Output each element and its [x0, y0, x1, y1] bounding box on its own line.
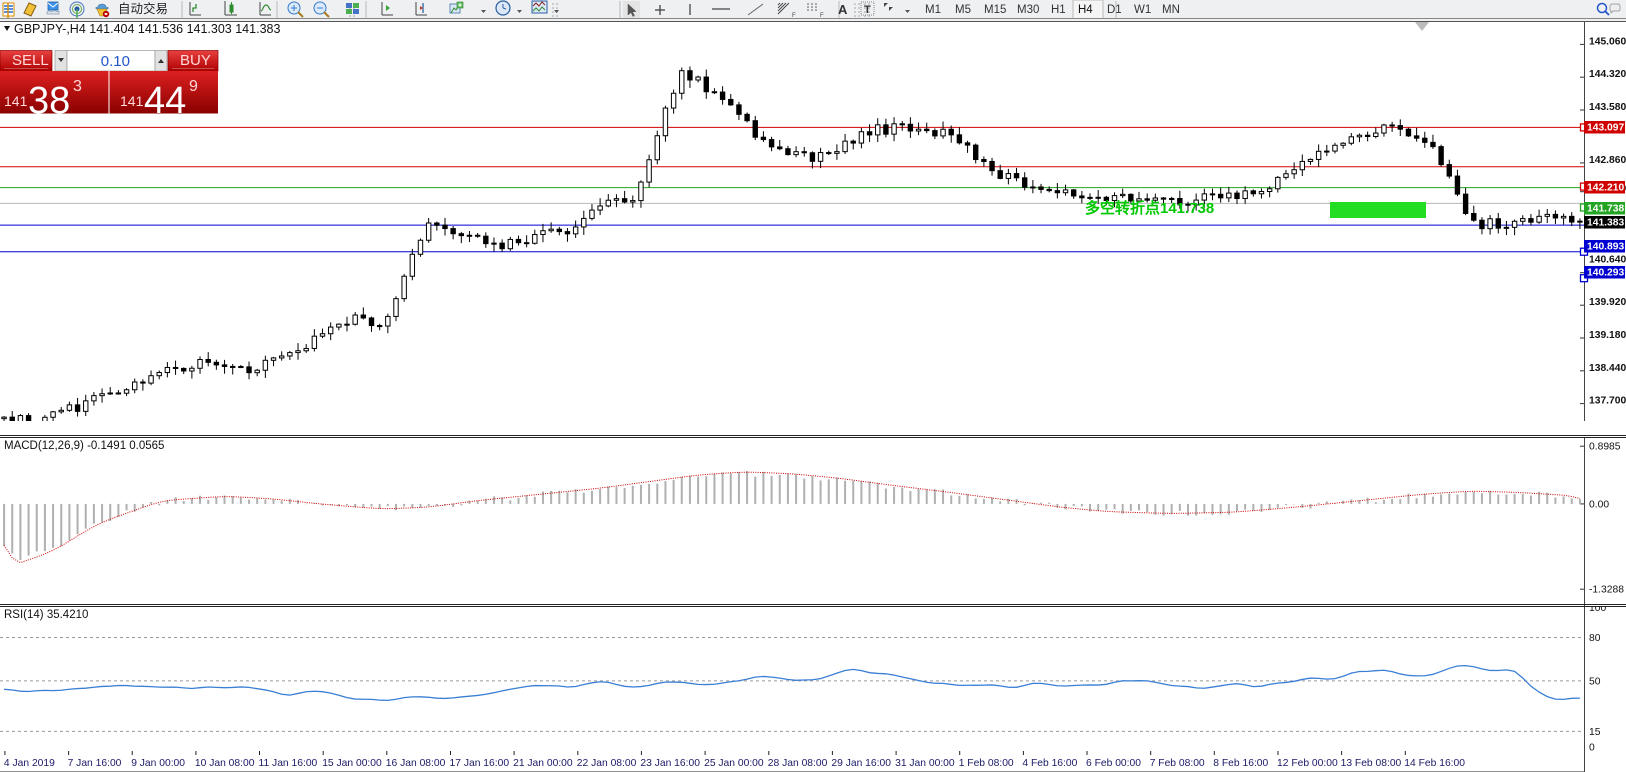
svg-text:4 Jan 2019: 4 Jan 2019 [4, 758, 55, 769]
svg-text:17 Jan 16:00: 17 Jan 16:00 [450, 758, 510, 769]
svg-text:25 Jan 00:00: 25 Jan 00:00 [704, 758, 764, 769]
svg-text:143.580: 143.580 [1589, 102, 1626, 113]
svg-text:BUY: BUY [180, 52, 211, 69]
svg-text:143.097: 143.097 [1587, 123, 1624, 134]
svg-text:A: A [838, 2, 848, 17]
svg-text:140.640: 140.640 [1589, 255, 1626, 266]
svg-text:11 Jan 16:00: 11 Jan 16:00 [259, 758, 318, 769]
svg-text:13 Feb 08:00: 13 Feb 08:00 [1341, 758, 1402, 769]
svg-text:SELL: SELL [12, 52, 49, 69]
svg-text:29 Jan 16:00: 29 Jan 16:00 [831, 758, 891, 769]
svg-text:50: 50 [1589, 676, 1601, 687]
svg-text:7 Feb 08:00: 7 Feb 08:00 [1150, 758, 1205, 769]
svg-text:28 Jan 08:00: 28 Jan 08:00 [768, 758, 828, 769]
svg-text:MN: MN [1162, 4, 1180, 16]
svg-text:10 Jan 08:00: 10 Jan 08:00 [195, 758, 255, 769]
svg-text:H1: H1 [1051, 4, 1066, 16]
svg-text:141.383: 141.383 [1587, 218, 1624, 229]
svg-text:141: 141 [4, 93, 28, 109]
svg-text:141: 141 [120, 93, 144, 109]
svg-text:31 Jan 00:00: 31 Jan 00:00 [895, 758, 955, 769]
svg-text:4 Feb 16:00: 4 Feb 16:00 [1022, 758, 1077, 769]
svg-text:1 Feb 08:00: 1 Feb 08:00 [959, 758, 1014, 769]
svg-text:12 Feb 00:00: 12 Feb 00:00 [1277, 758, 1338, 769]
svg-text:9 Jan 00:00: 9 Jan 00:00 [131, 758, 185, 769]
svg-text:9: 9 [189, 78, 198, 95]
svg-text:16 Jan 08:00: 16 Jan 08:00 [386, 758, 446, 769]
svg-text:自动交易: 自动交易 [118, 1, 168, 16]
svg-text:139.180: 139.180 [1589, 330, 1626, 341]
svg-text:M1: M1 [925, 4, 941, 16]
svg-text:8 Feb 16:00: 8 Feb 16:00 [1213, 758, 1268, 769]
svg-text:44: 44 [144, 80, 186, 122]
svg-text:15: 15 [1589, 727, 1601, 738]
svg-text:23 Jan 16:00: 23 Jan 16:00 [640, 758, 700, 769]
svg-text:D1: D1 [1107, 4, 1122, 16]
svg-text:38: 38 [28, 80, 70, 122]
svg-text:140.293: 140.293 [1587, 268, 1624, 279]
svg-text:138.440: 138.440 [1589, 363, 1626, 374]
svg-text:14 Feb 16:00: 14 Feb 16:00 [1404, 758, 1465, 769]
svg-text:6 Feb 00:00: 6 Feb 00:00 [1086, 758, 1141, 769]
svg-text:141.738: 141.738 [1587, 204, 1624, 215]
svg-text:H4: H4 [1078, 4, 1093, 16]
svg-text:7 Jan 16:00: 7 Jan 16:00 [68, 758, 122, 769]
svg-text:0.00: 0.00 [1589, 500, 1609, 511]
svg-text:140.893: 140.893 [1587, 242, 1624, 253]
svg-text:0.8985: 0.8985 [1589, 442, 1621, 453]
svg-text:GBPJPY-,H4 141.404 141.536 14: GBPJPY-,H4 141.404 141.536 141.303 141.3… [14, 22, 280, 36]
svg-text:0.10: 0.10 [101, 53, 130, 70]
svg-text:21 Jan 00:00: 21 Jan 00:00 [513, 758, 573, 769]
svg-text:MACD(12,26,9) -0.1491 0.0565: MACD(12,26,9) -0.1491 0.0565 [4, 440, 164, 452]
svg-text:80: 80 [1589, 633, 1601, 644]
svg-text:M30: M30 [1017, 4, 1039, 16]
svg-text:M5: M5 [955, 4, 971, 16]
svg-text:22 Jan 08:00: 22 Jan 08:00 [577, 758, 637, 769]
svg-text:100: 100 [1589, 607, 1606, 614]
svg-text:142.210: 142.210 [1587, 183, 1624, 194]
svg-text:-1.3288: -1.3288 [1589, 585, 1624, 596]
svg-text:144.320: 144.320 [1589, 69, 1626, 80]
svg-text:139.920: 139.920 [1589, 297, 1626, 308]
svg-text:137.700: 137.700 [1589, 396, 1626, 407]
svg-text:W1: W1 [1134, 4, 1151, 16]
svg-text:142.860: 142.860 [1589, 155, 1626, 166]
svg-text:M15: M15 [984, 4, 1006, 16]
svg-text:15 Jan 00:00: 15 Jan 00:00 [322, 758, 382, 769]
svg-text:3: 3 [73, 78, 82, 95]
svg-text:145.060: 145.060 [1589, 36, 1626, 47]
svg-text:T: T [864, 4, 871, 16]
svg-text:多空转折点141.738: 多空转折点141.738 [1085, 199, 1214, 217]
svg-text:RSI(14) 35.4210: RSI(14) 35.4210 [4, 609, 88, 621]
